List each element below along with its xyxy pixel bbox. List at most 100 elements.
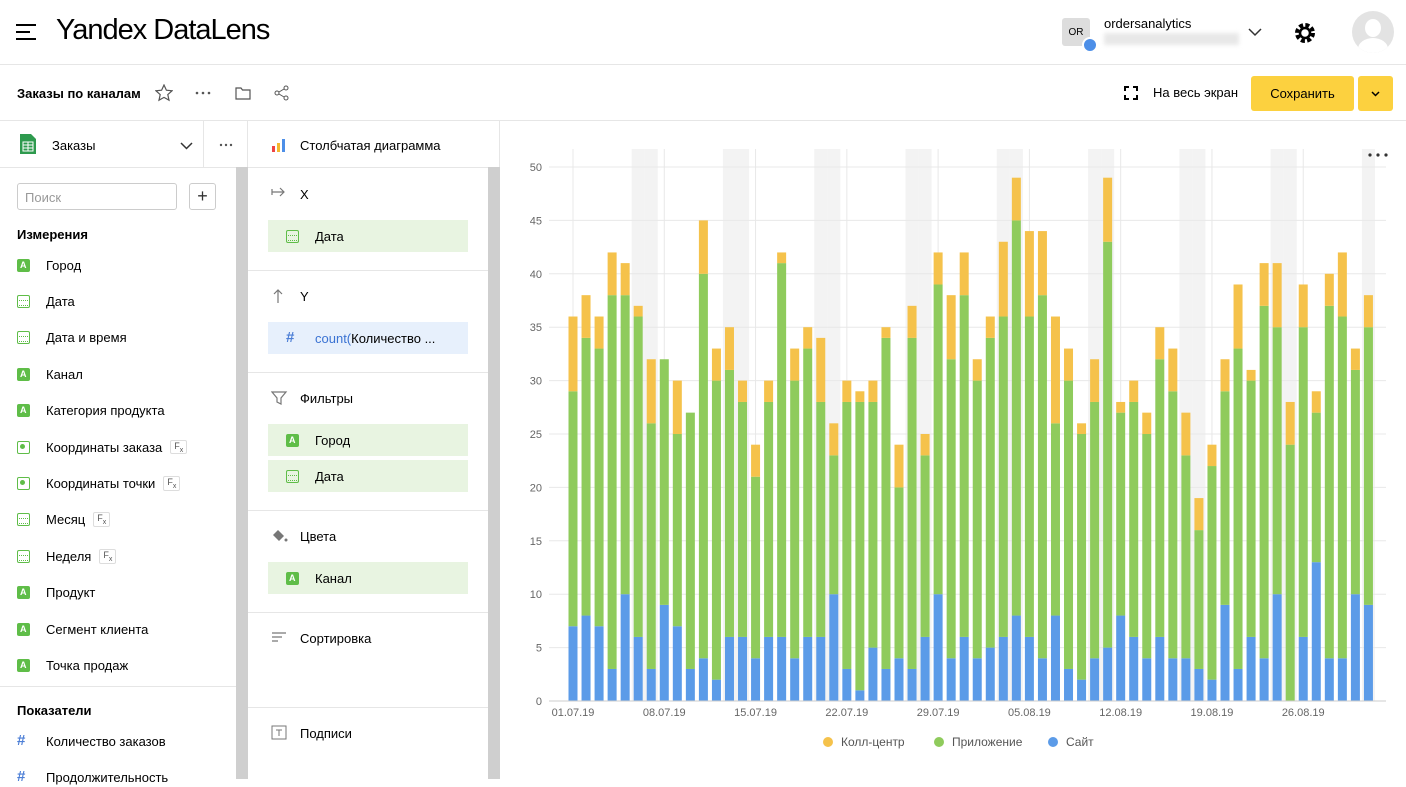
search-input[interactable]: Поиск <box>17 183 177 210</box>
field[interactable]: Продолжительность <box>17 767 168 787</box>
field-name: Месяц <box>46 512 86 528</box>
bar-segment <box>620 295 630 595</box>
logo[interactable]: Yandex DataLens <box>56 14 270 47</box>
bar-segment <box>751 444 761 477</box>
bar-segment <box>607 295 617 669</box>
bar-segment <box>1011 615 1021 701</box>
field[interactable]: Месяц Fx <box>17 510 111 530</box>
bar-segment <box>985 316 995 338</box>
bar-segment <box>1298 636 1308 701</box>
field[interactable]: Дата <box>17 291 75 311</box>
bar-segment <box>738 380 748 402</box>
section-icon <box>271 630 289 648</box>
add-field-button[interactable]: + <box>189 183 216 210</box>
save-button[interactable]: Сохранить <box>1251 76 1354 111</box>
bar-segment <box>620 594 630 701</box>
folder-icon[interactable] <box>235 86 251 100</box>
field-icon <box>17 404 30 418</box>
field[interactable]: Категория продукта <box>17 401 165 421</box>
dataset-chevron[interactable] <box>180 142 193 150</box>
x-tick-label: 05.08.19 <box>1008 707 1051 719</box>
bar-segment <box>1024 316 1034 637</box>
field[interactable]: Город <box>17 255 81 275</box>
field[interactable]: Канал <box>17 364 83 384</box>
bar-segment <box>646 668 656 701</box>
menu-icon[interactable] <box>16 23 38 41</box>
section-title: Цвета <box>300 529 337 544</box>
field-name: Продолжительность <box>46 769 169 785</box>
field-icon <box>286 329 299 346</box>
search-placeholder: Поиск <box>25 190 62 205</box>
formula-badge: Fx <box>93 512 111 528</box>
field[interactable]: Дата и время <box>17 328 127 348</box>
bar-segment <box>933 252 943 285</box>
section-title: X <box>300 187 309 202</box>
bar-segment <box>1142 434 1152 659</box>
field-slot[interactable]: count(Количество ... <box>268 322 468 354</box>
scrollbar[interactable] <box>488 167 500 779</box>
settings-icon[interactable] <box>1292 20 1318 46</box>
field[interactable]: Координаты заказа Fx <box>17 437 188 457</box>
blurred-email <box>1104 33 1239 45</box>
bar-segment <box>1077 434 1087 680</box>
bar-segment <box>672 380 682 434</box>
bar-segment <box>1050 615 1060 701</box>
bar-segment <box>1181 658 1191 701</box>
scrollbar[interactable] <box>236 167 248 779</box>
bar-segment <box>894 444 904 488</box>
field[interactable]: Координаты точки Fx <box>17 473 181 493</box>
bar-segment <box>1024 231 1034 317</box>
bar-segment <box>711 380 721 680</box>
field[interactable]: Неделя Fx <box>17 546 117 566</box>
field-icon <box>17 513 30 527</box>
field-slot[interactable]: Дата <box>268 460 468 492</box>
fullscreen-button[interactable]: На весь экран <box>1153 85 1239 100</box>
account-avatar[interactable]: OR <box>1062 18 1090 46</box>
bar-segment <box>1168 391 1178 659</box>
field-name: Неделя <box>46 548 92 564</box>
section-icon <box>271 528 289 546</box>
field[interactable]: Количество заказов <box>17 731 166 751</box>
bar-segment <box>1350 594 1360 701</box>
user-photo[interactable] <box>1352 11 1394 53</box>
chart-type[interactable]: Столбчатая диаграмма <box>300 138 441 153</box>
user-name[interactable]: ordersanalytics <box>1104 16 1192 31</box>
y-tick-label: 30 <box>530 376 542 388</box>
chart-type-icon <box>272 139 285 152</box>
save-menu-button[interactable] <box>1358 76 1393 111</box>
account-chevron[interactable] <box>1248 28 1262 37</box>
bar-segment <box>1246 380 1256 637</box>
bar-segment <box>1324 658 1334 701</box>
field-slot[interactable]: Дата <box>268 220 468 252</box>
more-icon[interactable] <box>195 90 211 96</box>
fullscreen-icon[interactable] <box>1124 86 1138 100</box>
field[interactable]: Точка продаж <box>17 655 128 675</box>
star-icon[interactable] <box>155 84 173 102</box>
y-tick-label: 40 <box>530 269 542 281</box>
bar-segment <box>816 337 826 402</box>
field-icon <box>17 331 30 345</box>
field-icon <box>17 440 30 454</box>
bar-segment <box>790 658 800 701</box>
dataset-more[interactable] <box>219 143 233 147</box>
bar-segment <box>842 401 852 669</box>
share-icon[interactable] <box>274 85 290 101</box>
y-tick-label: 35 <box>530 322 542 334</box>
field[interactable]: Сегмент клиента <box>17 619 148 639</box>
bar-segment <box>1155 636 1165 701</box>
bar-segment <box>1246 369 1256 381</box>
dataset-name[interactable]: Заказы <box>52 138 96 153</box>
field-name: Сегмент клиента <box>46 621 149 637</box>
field-icon <box>17 586 30 600</box>
field-slot[interactable]: Город <box>268 424 468 456</box>
bar-segment <box>842 668 852 701</box>
field[interactable]: Продукт <box>17 583 95 603</box>
bar-segment <box>1090 359 1100 402</box>
x-tick-label: 08.07.19 <box>643 707 686 719</box>
bar-segment <box>1024 636 1034 701</box>
field-name: Дата и время <box>46 330 127 346</box>
divider <box>248 707 488 708</box>
field-name: Дата <box>315 228 344 244</box>
bar-segment <box>1233 668 1243 701</box>
field-slot[interactable]: Канал <box>268 562 468 594</box>
